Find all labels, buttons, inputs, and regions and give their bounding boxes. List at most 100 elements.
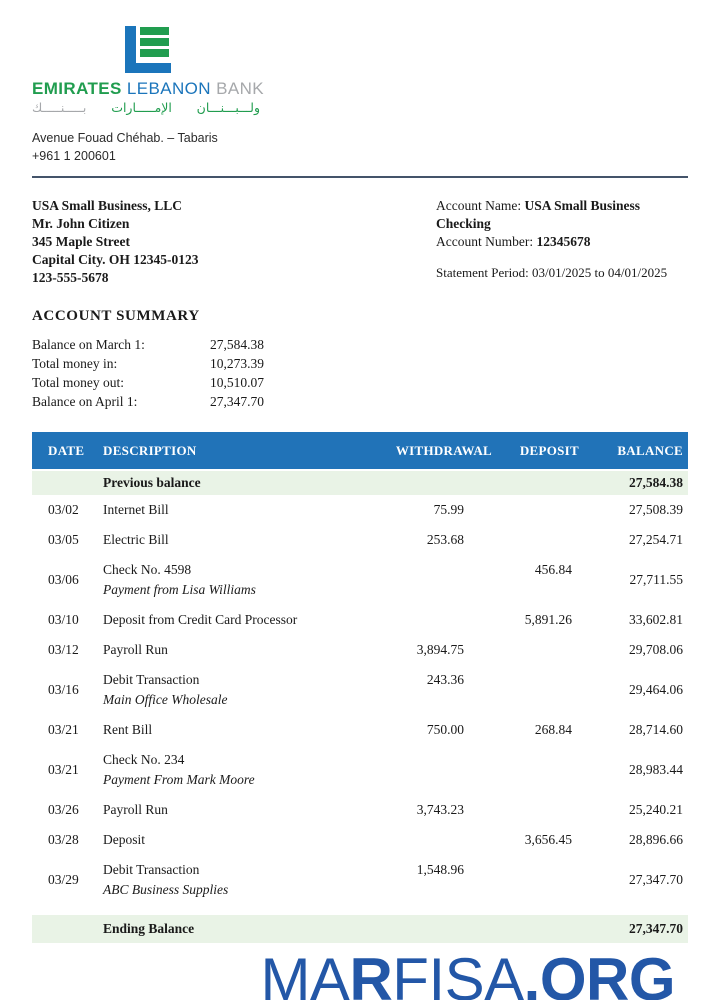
transaction-date: 03/29: [48, 872, 79, 887]
statement-period-label: Statement Period:: [436, 265, 533, 280]
transaction-date: 03/21: [48, 722, 79, 737]
transaction-withdrawal: 253.68: [426, 532, 464, 547]
previous-balance-row: Previous balance 27,584.38: [32, 471, 688, 495]
transaction-description: Check No. 234 Payment From Mark Moore: [103, 752, 255, 787]
logo-green-bar: [140, 27, 169, 35]
account-name-label: Account Name:: [436, 198, 525, 213]
bank-logo: EMIRATES LEBANON BANK بـــــنـــــك الإم…: [32, 26, 264, 116]
transaction-description: Deposit from Credit Card Processor: [103, 612, 298, 627]
transaction-withdrawal: 243.36: [426, 672, 464, 687]
header-divider: [32, 176, 688, 178]
table-header-row: DATE DESCRIPTION WITHDRAWAL DEPOSIT BALA…: [32, 432, 688, 469]
transaction-withdrawal: 3,743.23: [416, 802, 464, 817]
account-summary-section: ACCOUNT SUMMARY Balance on March 1: 27,5…: [32, 308, 688, 411]
summary-value: 10,510.07: [210, 375, 264, 390]
customer-name: Mr. John Citizen: [32, 216, 130, 231]
statement-info-section: USA Small Business, LLC Mr. John Citizen…: [32, 197, 688, 287]
customer-company: USA Small Business, LLC: [32, 198, 183, 213]
summary-label: Balance on March 1:: [32, 337, 145, 352]
logo-blue-foot: [136, 63, 171, 73]
table-row: 03/28 Deposit 3,656.45 28,896.66: [32, 825, 688, 855]
transaction-balance: 27,711.55: [629, 572, 684, 587]
watermark-text-bold: R: [349, 946, 393, 1000]
watermark-footer: MARFISA.ORG: [32, 950, 688, 1000]
header-description: DESCRIPTION: [103, 442, 197, 458]
account-number-line: Account Number: 12345678: [436, 233, 688, 251]
bank-name-emirates: EMIRATES: [32, 79, 122, 98]
table-row: 03/12 Payroll Run 3,894.75 29,708.06: [32, 635, 688, 665]
watermark-text: MA: [260, 946, 350, 1000]
table-row: 03/29 Debit Transaction ABC Business Sup…: [32, 855, 688, 905]
table-row: 03/10 Deposit from Credit Card Processor…: [32, 605, 688, 635]
transaction-date: 03/06: [48, 572, 79, 587]
table-row: 03/16 Debit Transaction Main Office Whol…: [32, 665, 688, 715]
table-row: 03/02 Internet Bill 75.99 27,508.39: [32, 495, 688, 525]
previous-balance-amount: 27,584.38: [629, 475, 683, 490]
summary-row: Balance on April 1: 27,347.70: [32, 392, 688, 411]
summary-row: Total money in: 10,273.39: [32, 354, 688, 373]
transaction-description: Check No. 4598 Payment from Lisa William…: [103, 562, 256, 597]
transaction-balance: 28,714.60: [629, 722, 683, 737]
transaction-balance: 27,254.71: [629, 532, 683, 547]
transaction-balance: 25,240.21: [629, 802, 683, 817]
summary-label: Balance on April 1:: [32, 394, 138, 409]
transaction-description: Rent Bill: [103, 722, 153, 737]
transaction-balance: 27,508.39: [629, 502, 683, 517]
summary-row: Total money out: 10,510.07: [32, 373, 688, 392]
transaction-deposit: 5,891.26: [524, 612, 572, 627]
transactions-table: DATE DESCRIPTION WITHDRAWAL DEPOSIT BALA…: [32, 432, 688, 943]
ending-balance-row: Ending Balance 27,347.70: [32, 915, 688, 943]
watermark-text: FISA: [392, 946, 524, 1000]
account-name-line: Account Name: USA Small Business Checkin…: [436, 197, 688, 233]
customer-street: 345 Maple Street: [32, 234, 130, 249]
transaction-deposit: 268.84: [534, 722, 572, 737]
summary-label: Total money in:: [32, 356, 118, 371]
transaction-description: Payroll Run: [103, 642, 168, 657]
account-summary-title: ACCOUNT SUMMARY: [32, 308, 200, 324]
transaction-date: 03/10: [48, 612, 79, 627]
transaction-date: 03/21: [48, 762, 79, 777]
transaction-date: 03/16: [48, 682, 79, 697]
bank-name-lebanon: LEBANON: [126, 79, 211, 98]
statement-period-line: Statement Period: 03/01/2025 to 04/01/20…: [436, 264, 688, 282]
account-info-block: Account Name: USA Small Business Checkin…: [436, 197, 688, 287]
transaction-date: 03/26: [48, 802, 79, 817]
transaction-balance: 28,896.66: [629, 832, 683, 847]
watermark-logo: MARFISA.ORG: [260, 950, 675, 1000]
transaction-description: Payroll Run: [103, 802, 168, 817]
account-summary-rows: Balance on March 1: 27,584.38 Total mone…: [32, 335, 688, 411]
transaction-description: Debit Transaction ABC Business Supplies: [103, 862, 229, 897]
logo-green-bar: [140, 38, 169, 46]
summary-value: 27,347.70: [210, 394, 264, 409]
transaction-date: 03/02: [48, 502, 79, 517]
transaction-balance: 27,347.70: [629, 872, 683, 887]
table-row: 03/21 Check No. 234 Payment From Mark Mo…: [32, 745, 688, 795]
transaction-deposit: 3,656.45: [524, 832, 572, 847]
arabic-word-lebanon: ولـــبـــنـــان: [196, 100, 260, 115]
header-withdrawal: WITHDRAWAL: [395, 442, 492, 458]
transaction-description: Deposit: [103, 832, 145, 847]
customer-city: Capital City. OH 12345-0123: [32, 252, 199, 267]
transaction-date: 03/05: [48, 532, 79, 547]
transaction-withdrawal: 1,548.96: [416, 862, 464, 877]
summary-row: Balance on March 1: 27,584.38: [32, 335, 688, 354]
transaction-withdrawal: 3,894.75: [416, 642, 464, 657]
bank-phone: +961 1 200601: [32, 149, 116, 163]
statement-period-value: 03/01/2025 to 04/01/2025: [532, 265, 668, 280]
transaction-date: 03/12: [48, 642, 79, 657]
transaction-date: 03/28: [48, 832, 79, 847]
account-number-value: 12345678: [536, 234, 591, 249]
transaction-withdrawal: 750.00: [426, 722, 464, 737]
header-date: DATE: [48, 442, 85, 458]
ending-balance-label: Ending Balance: [103, 921, 195, 936]
header-balance: BALANCE: [617, 442, 683, 458]
previous-balance-label: Previous balance: [103, 475, 201, 490]
summary-label: Total money out:: [32, 375, 125, 390]
transaction-deposit: 456.84: [534, 562, 572, 577]
watermark-text-bold: .ORG: [523, 946, 676, 1000]
logo-blue-bar: [125, 26, 136, 73]
ending-balance-amount: 27,347.70: [629, 921, 683, 936]
table-row: 03/05 Electric Bill 253.68 27,254.71: [32, 525, 688, 555]
bank-logo-icon: [125, 26, 171, 73]
